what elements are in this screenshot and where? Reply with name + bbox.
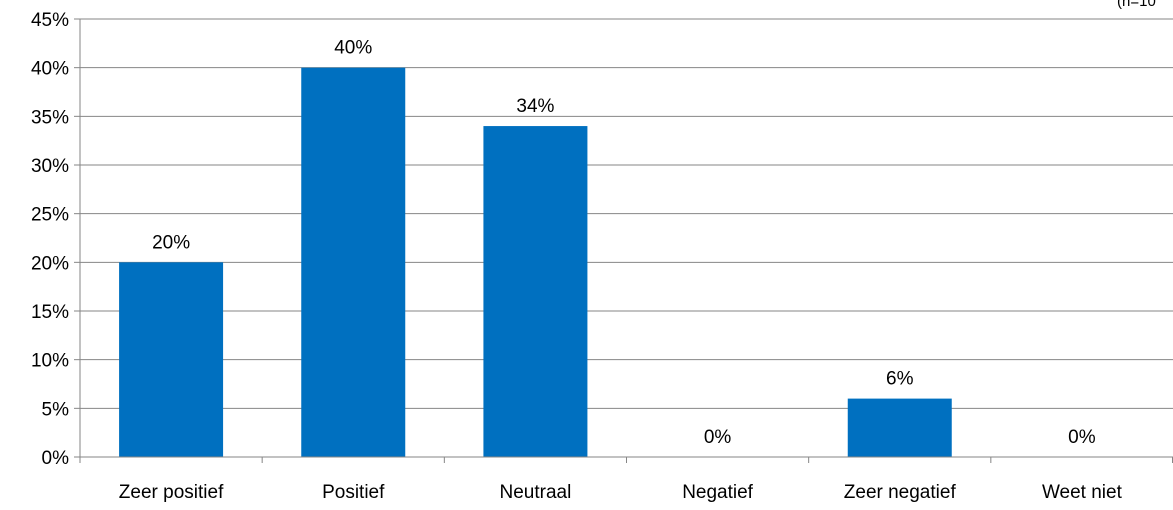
category-label: Positief xyxy=(322,482,385,503)
category-label: Weet niet xyxy=(1042,482,1123,503)
y-tick-label: 45% xyxy=(31,10,69,31)
category-label: Negatief xyxy=(682,482,753,503)
gridlines xyxy=(80,18,1173,409)
sample-size-note: (n=10 xyxy=(1117,0,1156,10)
category-label: Neutraal xyxy=(500,482,572,503)
y-tick-label: 10% xyxy=(31,351,69,372)
y-tick-label: 35% xyxy=(31,107,69,128)
data-label: 20% xyxy=(152,232,190,253)
y-tick-label: 30% xyxy=(31,156,69,177)
data-label: 40% xyxy=(334,38,372,59)
y-tick-label: 0% xyxy=(42,448,70,469)
category-label: Zeer positief xyxy=(119,482,224,503)
y-tick-label: 40% xyxy=(31,59,69,80)
x-axis-category-labels: Zeer positief Positief Neutraal Negatief Zee… xyxy=(119,482,1123,503)
y-axis-tick-labels: 0% 5% 10% 15% 20% 25% 30% 35% 40% 45% xyxy=(31,10,69,469)
bar xyxy=(301,67,406,458)
bar xyxy=(847,398,952,457)
axes xyxy=(74,18,1173,463)
data-labels: 20% 40% 34% 0% 6% 0% xyxy=(152,38,1096,448)
y-tick-label: 5% xyxy=(42,399,70,420)
y-tick-label: 20% xyxy=(31,253,69,274)
bar xyxy=(119,262,224,457)
data-label: 0% xyxy=(1068,427,1096,448)
data-label: 6% xyxy=(886,369,914,390)
bars xyxy=(119,67,952,458)
data-label: 34% xyxy=(516,96,554,117)
category-label: Zeer negatief xyxy=(844,482,957,503)
bar xyxy=(483,126,588,458)
y-tick-label: 25% xyxy=(31,205,69,226)
data-label: 0% xyxy=(704,427,732,448)
y-tick-label: 15% xyxy=(31,302,69,323)
